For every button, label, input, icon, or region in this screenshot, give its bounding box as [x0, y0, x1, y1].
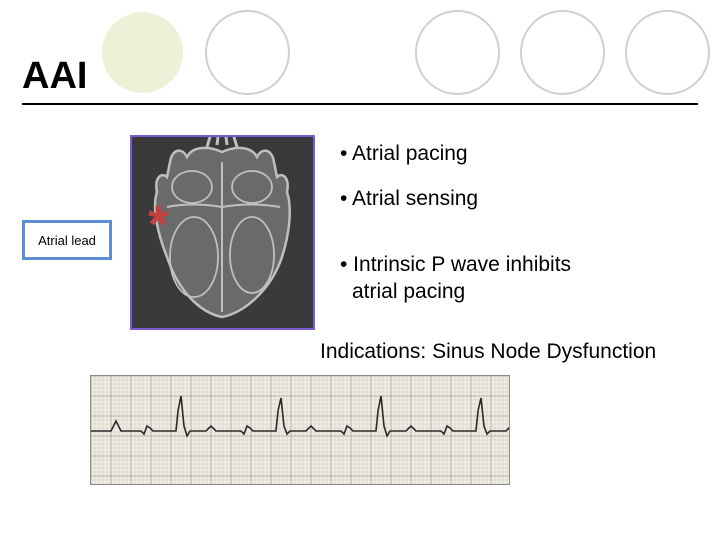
indications-text: Indications: Sinus Node Dysfunction	[320, 340, 656, 364]
decorative-circle	[100, 10, 185, 95]
asterisk-marker: *	[148, 195, 168, 255]
ecg-strip	[90, 375, 510, 485]
title-underline	[22, 103, 698, 105]
decorative-circle	[310, 10, 395, 95]
bullet-item: • Atrial sensing	[340, 185, 700, 212]
bullet-item: • Atrial pacing	[340, 140, 700, 167]
decorative-circle	[205, 10, 290, 95]
bullet-list: • Atrial pacing • Atrial sensing • Intri…	[340, 140, 700, 323]
decorative-circle	[520, 10, 605, 95]
page-title: AAI	[22, 55, 87, 98]
bullet-item-continuation: atrial pacing	[340, 278, 700, 305]
bullet-item: • Intrinsic P wave inhibits	[340, 251, 700, 278]
atrial-lead-box: Atrial lead	[22, 220, 112, 260]
decorative-circle	[625, 10, 710, 95]
atrial-lead-label: Atrial lead	[38, 233, 96, 248]
decorative-circle	[415, 10, 500, 95]
decorative-circles	[0, 10, 720, 95]
